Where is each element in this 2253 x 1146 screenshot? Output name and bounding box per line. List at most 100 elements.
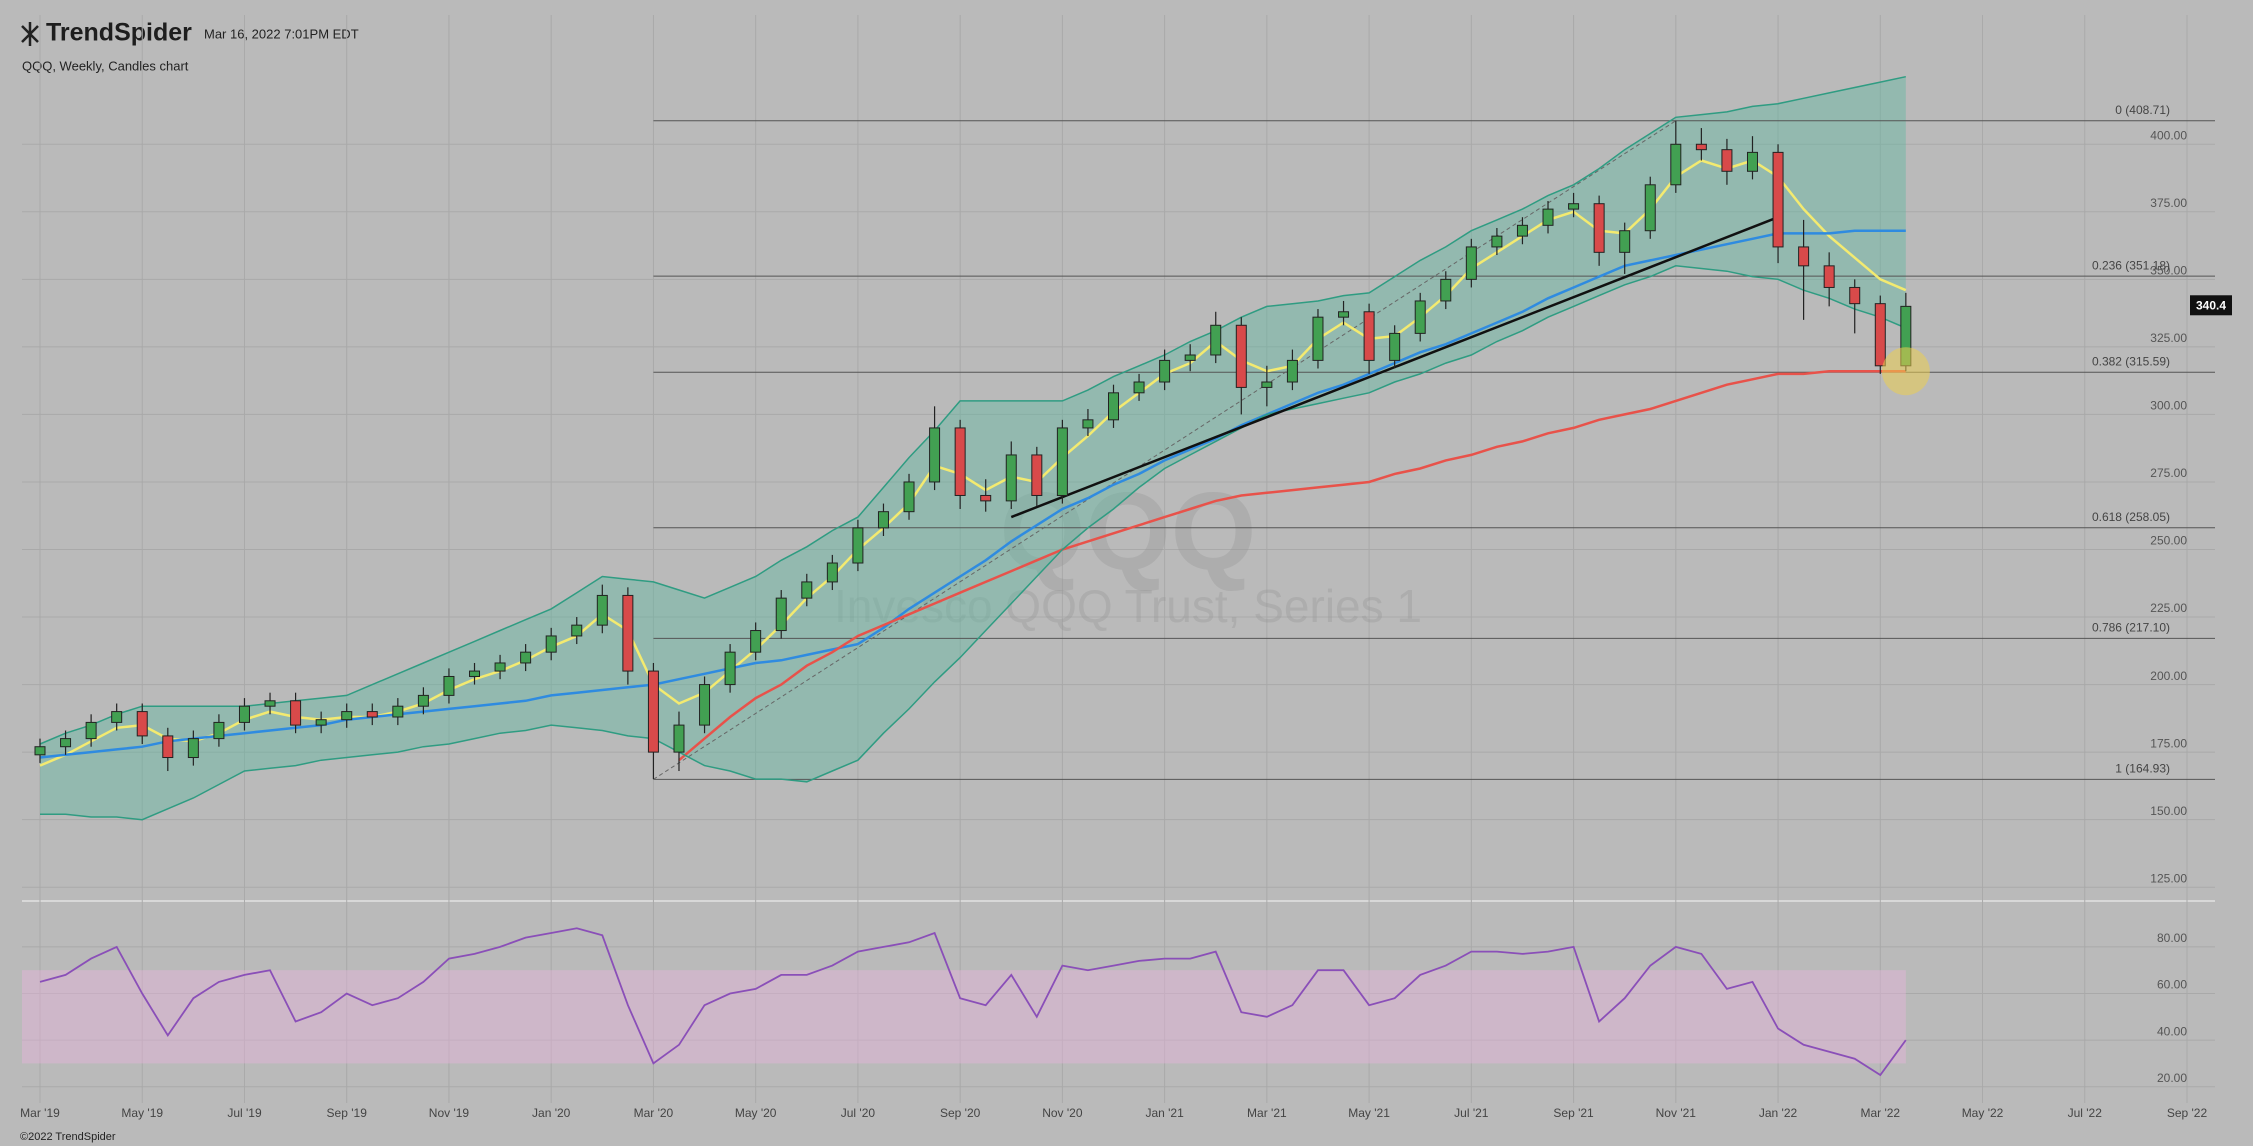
candle-body <box>647 670 659 753</box>
candle-body <box>136 711 148 737</box>
y-tick-label: 325.00 <box>2150 331 2187 345</box>
rsi-band <box>22 970 1906 1064</box>
x-tick-label: Mar '19 <box>20 1106 60 1120</box>
x-tick-label: May '21 <box>1348 1106 1390 1120</box>
y-tick-label: 80.00 <box>2157 931 2187 945</box>
y-tick-label: 200.00 <box>2150 669 2187 683</box>
candle-body <box>724 651 736 686</box>
x-tick-label: Jul '19 <box>227 1106 262 1120</box>
y-tick-label: 225.00 <box>2150 601 2187 615</box>
candle-body <box>980 494 992 502</box>
candle-body <box>1312 316 1324 361</box>
candle-body <box>750 630 762 653</box>
candle-body <box>1338 311 1350 318</box>
watermark-name: Invesco QQQ Trust, Series 1 <box>834 580 1422 632</box>
candle-body <box>1849 286 1861 305</box>
candle-body <box>801 581 813 599</box>
band-fill <box>40 76 1906 820</box>
candle-body <box>903 481 915 513</box>
x-tick-label: May '22 <box>1962 1106 2004 1120</box>
x-tick-label: Nov '21 <box>1656 1106 1697 1120</box>
candle-body <box>1465 246 1477 280</box>
candle-body <box>1414 300 1426 334</box>
candle-body <box>699 684 711 726</box>
candle-body <box>1159 359 1171 383</box>
candle-body <box>1286 359 1298 383</box>
x-tick-label: Jul '22 <box>2068 1106 2103 1120</box>
candle-body <box>187 738 199 759</box>
candle-body <box>341 711 353 721</box>
candle-body <box>1133 381 1145 394</box>
candle-body <box>775 597 787 632</box>
candle-body <box>1031 454 1043 496</box>
candle-body <box>1516 224 1528 237</box>
y-tick-label: 250.00 <box>2150 534 2187 548</box>
candle-body <box>469 670 481 677</box>
timestamp: Mar 16, 2022 7:01PM EDT <box>204 26 359 41</box>
candle-body <box>1363 311 1375 361</box>
candle-body <box>1056 427 1068 496</box>
candle-body <box>264 700 276 707</box>
candle-body <box>1082 419 1094 429</box>
footer: ©2022 TrendSpider <box>20 1131 116 1143</box>
y-tick-label: 400.00 <box>2150 128 2187 142</box>
watermark-symbol: QQQ <box>1000 470 1257 593</box>
candle-body <box>85 721 97 740</box>
y-tick-label: 300.00 <box>2150 399 2187 413</box>
candle-body <box>238 705 250 723</box>
x-tick-label: May '20 <box>735 1106 777 1120</box>
candle-body <box>596 594 608 626</box>
x-tick-label: Sep '19 <box>327 1106 368 1120</box>
candle-body <box>1005 454 1017 502</box>
candle-body <box>852 527 864 564</box>
candle-body <box>111 711 123 723</box>
y-tick-label: 150.00 <box>2150 804 2187 818</box>
candle-body <box>1440 278 1452 302</box>
candle-body <box>520 651 532 664</box>
candle-body <box>1670 143 1682 186</box>
rsi-line <box>39 927 1907 1077</box>
candle-body <box>494 662 506 672</box>
candle-body <box>1593 203 1605 253</box>
last-price-box <box>2190 295 2232 316</box>
candle-body <box>392 705 404 718</box>
candle-body <box>1798 246 1810 267</box>
candle-body <box>1772 151 1784 248</box>
fib-label: 0 (408.71) <box>2115 103 2170 117</box>
fib-label: 1 (164.93) <box>2115 761 2170 775</box>
candle-body <box>571 624 583 637</box>
candle-body <box>1644 184 1656 232</box>
candle-body <box>60 738 72 748</box>
x-tick-label: Jan '22 <box>1759 1106 1798 1120</box>
x-tick-label: Jul '21 <box>1454 1106 1489 1120</box>
candle-body <box>315 719 327 726</box>
x-tick-label: Jan '21 <box>1145 1106 1184 1120</box>
candle-body <box>1568 203 1580 210</box>
moving-average <box>678 369 1906 762</box>
x-tick-label: Jul '20 <box>841 1106 876 1120</box>
y-tick-label: 60.00 <box>2157 978 2187 992</box>
candle-body <box>213 721 225 740</box>
fib-label: 0.618 (258.05) <box>2092 510 2170 524</box>
fib-label: 0.786 (217.10) <box>2092 621 2170 635</box>
x-tick-label: Sep '22 <box>2167 1106 2208 1120</box>
candle-body <box>1210 324 1222 356</box>
y-tick-label: 40.00 <box>2157 1024 2187 1038</box>
candle-body <box>1695 143 1707 151</box>
candle-body <box>877 511 889 529</box>
y-tick-label: 175.00 <box>2150 736 2187 750</box>
candle-body <box>443 675 455 696</box>
x-tick-label: May '19 <box>121 1106 163 1120</box>
logo: TrendSpider <box>46 19 192 47</box>
y-tick-label: 275.00 <box>2150 466 2187 480</box>
logo-icon <box>21 22 39 46</box>
y-tick-label: 350.00 <box>2150 264 2187 278</box>
highlight <box>1881 347 1930 396</box>
candle-body <box>1721 149 1733 172</box>
candle-body <box>1235 324 1247 388</box>
candle-body <box>290 700 302 726</box>
candle-body <box>1184 354 1196 361</box>
y-tick-label: 20.00 <box>2157 1071 2187 1085</box>
candle-body <box>1108 392 1119 421</box>
